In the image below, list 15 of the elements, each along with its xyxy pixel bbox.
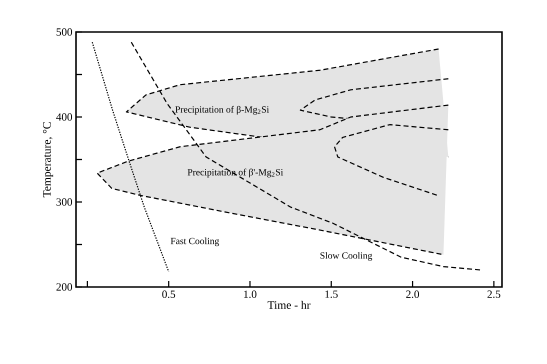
x-tick-label: 2.5 (487, 290, 500, 298)
x-tick-label: 1.0 (244, 290, 256, 298)
annotation: Precipitation of β'-Mg$_{2}$Si (188, 168, 284, 178)
y-tick-label: 400 (56, 113, 72, 121)
y-axis-title: Temperature, °C (43, 122, 54, 198)
x-tick-label: 2.0 (406, 290, 420, 298)
y-tick-label: 300 (56, 198, 72, 206)
x-tick-label: 0.5 (162, 290, 176, 298)
annotation: Slow Cooling (320, 252, 372, 261)
y-tick-label: 200 (56, 283, 72, 291)
annotation: Fast Cooling (170, 238, 220, 246)
x-tick-label: 1.5 (325, 290, 338, 298)
annotation: Precipitation of β-Mg$_{2}$Si (175, 106, 270, 115)
y-tick-label: 500 (56, 28, 72, 36)
x-axis-title: Time - hr (268, 300, 310, 309)
